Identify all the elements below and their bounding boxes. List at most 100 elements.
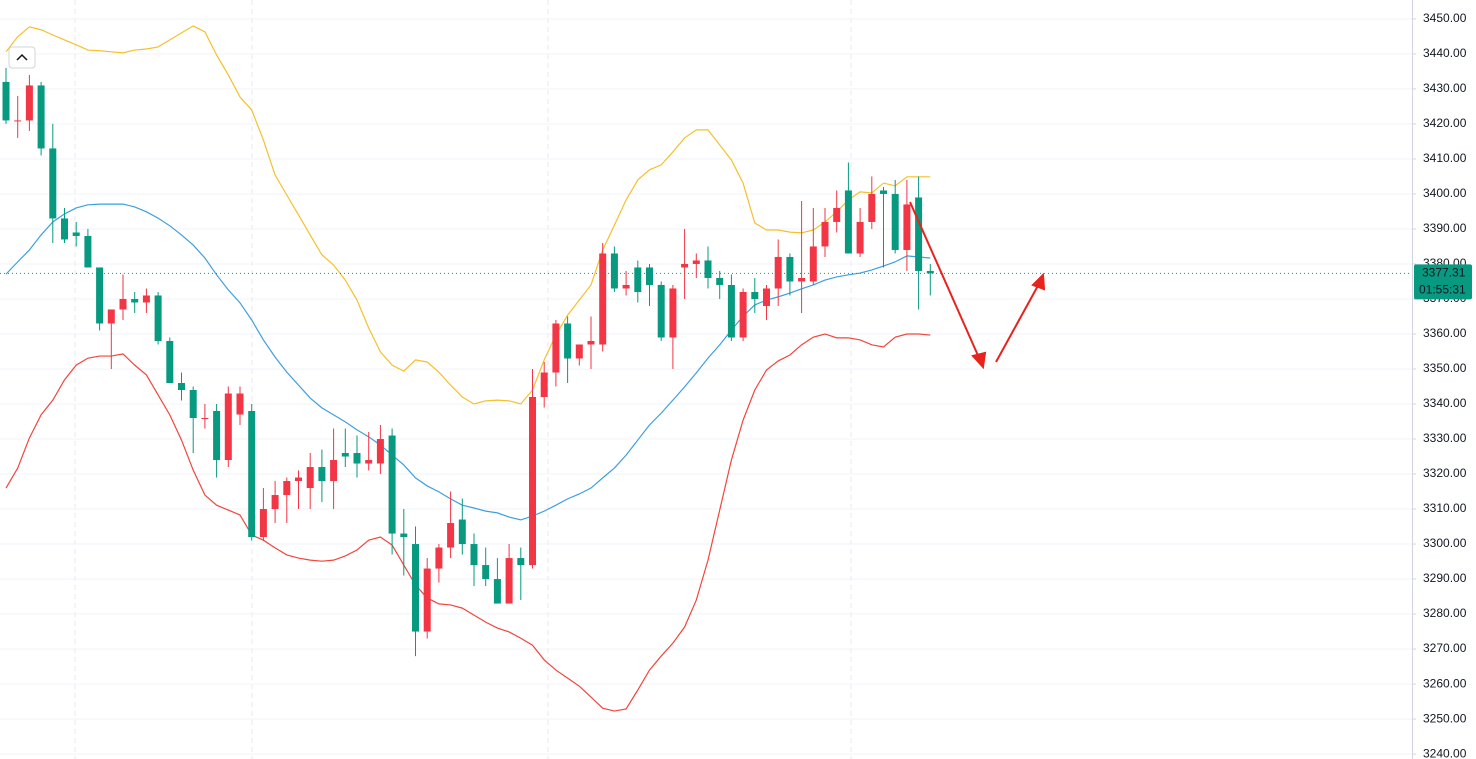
candle-body [552, 323, 560, 373]
candle-body [142, 295, 150, 303]
candle-body [926, 270, 934, 274]
annotation-arrows [909, 201, 1046, 370]
candle-body [400, 533, 408, 538]
y-tick-label: 3240.00 [1423, 746, 1467, 759]
y-tick-label: 3270.00 [1423, 641, 1467, 655]
candle-body [458, 519, 466, 545]
y-tick-label: 3290.00 [1423, 571, 1467, 585]
y-tick-label: 3360.00 [1423, 326, 1467, 340]
candle-body [704, 260, 712, 278]
candle-body [891, 193, 899, 250]
candle-body [341, 453, 349, 457]
candle-body [868, 193, 876, 222]
y-tick-label: 3260.00 [1423, 676, 1467, 690]
candle-body [540, 372, 548, 398]
candle-body [622, 284, 630, 289]
arrow-up [995, 281, 1041, 363]
candle-body [224, 393, 232, 461]
candle-body [493, 579, 501, 604]
candle-body [166, 340, 174, 384]
candle-body [727, 284, 735, 338]
candle-body [295, 477, 302, 482]
candle-body [564, 323, 572, 359]
candle-body [365, 460, 373, 464]
candle-body [833, 207, 841, 222]
band-line [5, 25, 931, 405]
candle-body [681, 263, 689, 268]
countdown-label: 01:55:31 [1419, 283, 1466, 297]
candle-body [178, 383, 185, 391]
candle-body [84, 235, 92, 268]
candle-body [470, 544, 478, 566]
candle-body [763, 288, 770, 306]
y-tick-label: 3450.00 [1423, 11, 1467, 25]
candle-body [821, 221, 829, 247]
candle-body [646, 267, 653, 285]
candle-body [529, 397, 536, 566]
candle-body [423, 568, 431, 632]
collapse-button[interactable] [8, 46, 36, 69]
y-tick-label: 3400.00 [1423, 186, 1467, 200]
y-tick-label: 3420.00 [1423, 116, 1467, 130]
candle-body [107, 309, 115, 324]
candle-body [330, 460, 338, 482]
candle-body [119, 298, 127, 310]
candle-body [49, 148, 57, 219]
candle-body [634, 267, 642, 292]
candle-body [412, 544, 419, 632]
candle-body [447, 523, 455, 548]
arrow-head [971, 351, 987, 370]
plot [0, 18, 1412, 755]
candle-body [213, 411, 221, 461]
y-tick-label: 3280.00 [1423, 606, 1467, 620]
band-line [5, 203, 931, 521]
chevron-icon [16, 53, 28, 61]
candle-body [14, 120, 22, 122]
candle-body [575, 344, 583, 359]
candle-body [669, 288, 677, 338]
arrow-down [909, 201, 981, 361]
candle-body [376, 439, 384, 464]
candle-body [259, 509, 267, 538]
candle-body [880, 190, 887, 194]
y-tick-label: 3300.00 [1423, 536, 1467, 550]
candle-body [692, 260, 700, 264]
candle-body [72, 232, 80, 236]
candle-body [798, 277, 806, 282]
candle-body [517, 558, 525, 566]
candle-body [248, 411, 256, 538]
candle-body [131, 298, 139, 303]
candle-body [61, 218, 68, 240]
candle-body [716, 277, 724, 285]
candle-body [318, 467, 326, 482]
candle-body [154, 295, 162, 341]
time-grid [74, 0, 852, 759]
candle-body [96, 267, 104, 324]
candle-body [856, 221, 864, 254]
candle-body [505, 558, 513, 604]
candle-body [25, 85, 33, 121]
candle-body [283, 481, 291, 496]
candle-body [201, 418, 209, 420]
button-box[interactable] [8, 46, 36, 69]
candle-body [915, 197, 923, 271]
y-tick-label: 3320.00 [1423, 466, 1467, 480]
candle-body [388, 435, 396, 534]
candle-body [353, 453, 361, 464]
candle-body [751, 291, 759, 299]
y-tick-label: 3430.00 [1423, 81, 1467, 95]
candle-body [2, 81, 10, 121]
last-price-label: 3377.31 [1422, 266, 1466, 280]
candle-body [271, 495, 279, 510]
candle-body [610, 253, 618, 289]
candle-body [306, 467, 314, 489]
y-tick-label: 3390.00 [1423, 221, 1467, 235]
candle-body [587, 340, 595, 345]
candle-body [599, 253, 607, 345]
band-line [5, 333, 931, 712]
y-tick-label: 3350.00 [1423, 361, 1467, 375]
candle-body [657, 284, 665, 338]
y-tick-label: 3310.00 [1423, 501, 1467, 515]
candle-body [786, 256, 794, 282]
